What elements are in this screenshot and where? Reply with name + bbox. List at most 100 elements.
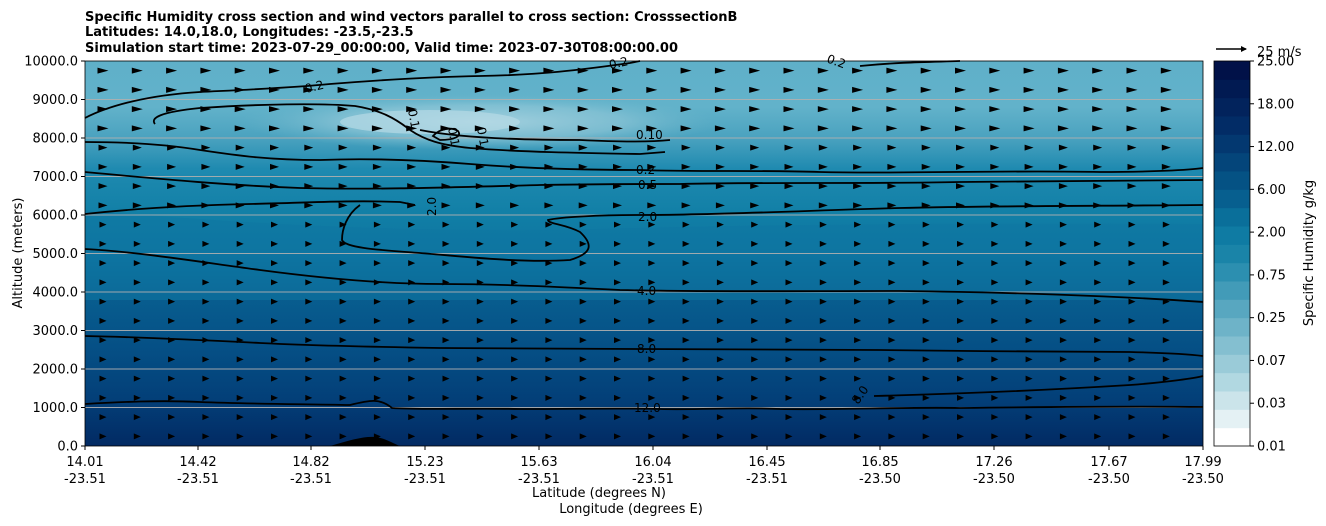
- wind-vector: [373, 317, 381, 324]
- wind-vector: [270, 202, 279, 209]
- wind-vector: [817, 67, 829, 74]
- wind-vector: [373, 337, 381, 344]
- wind-vector: [648, 394, 656, 401]
- wind-vector: [166, 86, 178, 93]
- wind-vector: [545, 394, 553, 401]
- wind-vector: [1024, 144, 1034, 151]
- contour-label: 0.2: [608, 54, 630, 72]
- wind-vector: [1160, 106, 1172, 113]
- wind-vector: [819, 375, 827, 382]
- wind-vector: [682, 221, 690, 228]
- wind-vector: [543, 125, 555, 132]
- wind-vector: [648, 317, 656, 324]
- wind-vector: [682, 394, 690, 401]
- contour-label: 0.2: [636, 163, 655, 177]
- colorbar-segment: [1214, 336, 1250, 355]
- wind-vector: [648, 337, 656, 344]
- x-tick-label-latitude: 17.67: [1090, 455, 1127, 470]
- wind-vector: [577, 86, 589, 93]
- wind-vector: [1128, 240, 1136, 247]
- wind-vector: [371, 106, 383, 113]
- wind-vector: [1094, 337, 1102, 344]
- wind-vector: [716, 279, 724, 286]
- colorbar-segment: [1214, 427, 1250, 447]
- wind-vector: [1128, 394, 1136, 401]
- wind-vector: [854, 433, 862, 440]
- wind-vector: [648, 356, 656, 363]
- wind-vector: [922, 279, 930, 286]
- wind-vector: [578, 202, 588, 209]
- wind-vector: [648, 298, 656, 305]
- colorbar-tick-label: 12.00: [1257, 140, 1294, 155]
- terrain-bump: [330, 436, 400, 446]
- wind-vector: [133, 279, 141, 286]
- wind-vector: [1161, 183, 1171, 190]
- wind-vector: [579, 433, 587, 440]
- colorbar-segment: [1214, 299, 1250, 319]
- humidity-moist-band: [85, 210, 1203, 300]
- wind-vector: [1094, 394, 1102, 401]
- wind-vector: [715, 183, 725, 190]
- wind-vector: [751, 337, 759, 344]
- wind-vector: [922, 221, 930, 228]
- wind-vector: [545, 221, 553, 228]
- wind-vector: [545, 356, 553, 363]
- wind-vector: [339, 356, 347, 363]
- wind-vector: [613, 183, 622, 190]
- wind-vector: [407, 144, 417, 151]
- wind-vector: [133, 375, 141, 382]
- wind-vector: [647, 202, 657, 209]
- wind-vector: [373, 279, 381, 286]
- x-tick-label-latitude: 16.04: [634, 455, 671, 470]
- wind-vector: [854, 337, 862, 344]
- wind-vector: [991, 298, 999, 305]
- wind-vector: [817, 125, 829, 132]
- wind-vector: [99, 240, 107, 247]
- wind-vector: [957, 337, 964, 344]
- wind-vector: [716, 356, 724, 363]
- wind-key: 25 m/s: [1216, 45, 1302, 60]
- wind-vector: [784, 144, 794, 151]
- colorbar-segment: [1214, 171, 1250, 190]
- wind-vector: [854, 414, 862, 421]
- wind-vector: [476, 337, 484, 344]
- wind-vector: [1127, 183, 1137, 190]
- wind-vector: [1160, 125, 1172, 132]
- wind-vector: [783, 86, 795, 93]
- wind-vector: [406, 125, 418, 132]
- wind-vector: [235, 163, 245, 170]
- wind-vector: [305, 221, 313, 228]
- wind-vector: [442, 414, 450, 421]
- wind-vector: [1025, 337, 1033, 344]
- wind-vector: [442, 375, 450, 382]
- wind-vector: [440, 106, 452, 113]
- wind-vector: [441, 163, 451, 170]
- wind-vector: [922, 337, 930, 344]
- wind-vector: [819, 356, 827, 363]
- wind-vector: [751, 433, 759, 440]
- colorbar-segment: [1214, 244, 1250, 264]
- wind-vector: [749, 86, 761, 93]
- colorbar-segment: [1214, 372, 1250, 392]
- wind-vector: [474, 67, 486, 74]
- wind-vector: [887, 202, 897, 209]
- y-tick-label: 8000.0: [33, 132, 79, 147]
- wind-vector: [647, 183, 657, 190]
- wind-vector: [271, 414, 278, 421]
- wind-vector: [1094, 221, 1102, 228]
- wind-vector: [269, 86, 280, 93]
- wind-vector: [819, 240, 827, 247]
- wind-vector: [751, 356, 759, 363]
- wind-vector: [271, 240, 278, 247]
- wind-vector: [1093, 144, 1103, 151]
- wind-vector: [648, 221, 656, 228]
- wind-vector: [991, 356, 999, 363]
- wind-vector: [991, 337, 999, 344]
- wind-vector: [166, 106, 178, 113]
- wind-vector: [1025, 433, 1033, 440]
- wind-vector: [957, 356, 964, 363]
- wind-vector: [133, 433, 141, 440]
- wind-vector: [817, 86, 829, 93]
- wind-vector: [303, 67, 315, 74]
- wind-vector: [545, 433, 553, 440]
